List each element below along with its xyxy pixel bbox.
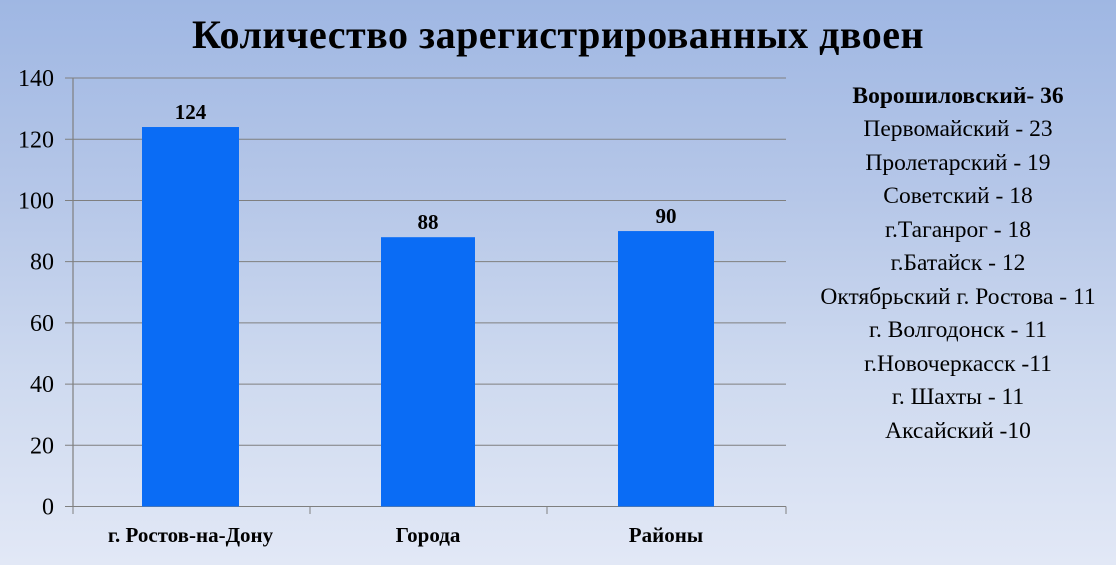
- svg-text:80: 80: [30, 250, 54, 276]
- svg-text:Города: Города: [396, 523, 461, 547]
- svg-text:20: 20: [30, 433, 54, 459]
- svg-text:140: 140: [18, 66, 54, 92]
- svg-text:100: 100: [18, 188, 54, 214]
- svg-text:г. Ростов-на-Дону: г. Ростов-на-Дону: [108, 523, 274, 547]
- svg-text:0: 0: [42, 495, 54, 521]
- svg-text:124: 124: [175, 100, 207, 124]
- svg-text:40: 40: [30, 372, 54, 398]
- svg-text:120: 120: [18, 127, 54, 153]
- svg-text:88: 88: [418, 210, 439, 234]
- svg-text:Районы: Районы: [629, 523, 703, 547]
- svg-text:60: 60: [30, 311, 54, 337]
- svg-text:90: 90: [656, 204, 677, 228]
